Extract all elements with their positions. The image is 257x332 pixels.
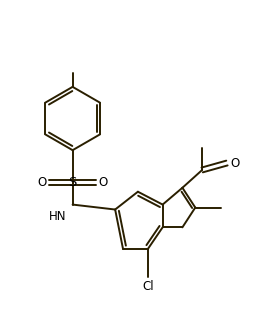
Text: O: O: [230, 156, 240, 170]
Text: Cl: Cl: [142, 280, 154, 293]
Text: O: O: [99, 176, 108, 189]
Text: S: S: [68, 176, 77, 189]
Text: O: O: [37, 176, 47, 189]
Text: HN: HN: [49, 209, 67, 222]
